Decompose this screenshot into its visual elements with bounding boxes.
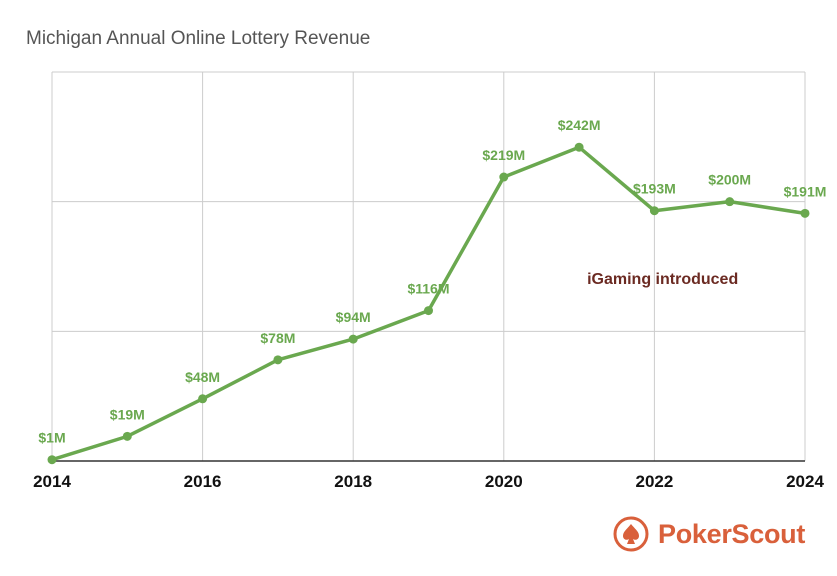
data-label-2017: $78M — [260, 330, 295, 346]
data-point-2019 — [424, 306, 433, 316]
data-point-2018 — [348, 334, 358, 344]
series-line-group — [50, 145, 807, 462]
x-tick-label-2014: 2014 — [33, 472, 71, 491]
data-point-2021 — [574, 142, 584, 152]
x-tick-label-2018: 2018 — [334, 472, 372, 491]
series-line — [50, 145, 807, 462]
data-point-2023 — [725, 197, 735, 207]
chart-title: Michigan Annual Online Lottery Revenue — [26, 28, 371, 49]
annotation-group: iGaming introduced — [578, 153, 738, 288]
data-point-2015 — [122, 431, 132, 441]
data-points — [47, 142, 810, 465]
x-axis-ticks: 2014 2016 2018 2020 2022 2024 — [33, 472, 824, 491]
data-label-2023: $200M — [708, 172, 751, 188]
data-point-2022 — [649, 206, 659, 216]
annotation-label: iGaming introduced — [587, 271, 738, 288]
data-label-2015: $19M — [110, 406, 145, 422]
data-label-2014: $1M — [38, 430, 65, 446]
data-label-2016: $48M — [185, 369, 220, 385]
data-point-2020 — [499, 172, 509, 182]
x-tick-label-2016: 2016 — [184, 472, 222, 491]
data-label-2024: $191M — [784, 183, 827, 199]
grid — [51, 71, 806, 462]
x-tick-label-2022: 2022 — [635, 472, 673, 491]
data-labels: $1M $19M $48M $78M $94M $116M $219M $242M $193M $… — [38, 117, 826, 445]
spade-logo-icon — [613, 516, 649, 552]
brand-logo: PokerScout — [612, 515, 805, 553]
data-point-2016 — [198, 394, 208, 404]
x-tick-label-2024: 2024 — [786, 472, 824, 491]
data-point-2014 — [47, 455, 57, 465]
data-label-2019: $116M — [407, 281, 449, 297]
data-label-2018: $94M — [336, 309, 371, 325]
data-point-2017 — [273, 355, 283, 365]
data-point-2024 — [800, 208, 810, 218]
data-label-2020: $219M — [482, 147, 525, 163]
x-tick-label-2020: 2020 — [485, 472, 523, 491]
data-label-2021: $242M — [558, 117, 601, 133]
brand-name: PokerScout — [658, 518, 806, 549]
data-label-2022: $193M — [633, 181, 676, 197]
